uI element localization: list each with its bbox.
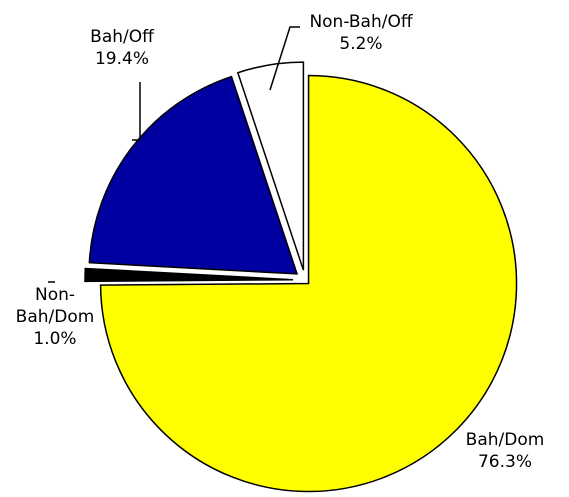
leader-line: [132, 82, 141, 141]
leader-line: [269, 26, 300, 91]
slice-label: Non-Bah/Dom: [16, 285, 95, 327]
pie-slice: [236, 61, 305, 271]
pie-slice: [84, 267, 294, 283]
value-label: 1.0%: [33, 329, 76, 349]
value-label: 19.4%: [95, 49, 149, 69]
slice-label: Bah/Off: [90, 27, 155, 47]
slice-label: Bah/Dom: [466, 430, 545, 450]
pie-slice: [99, 74, 518, 493]
value-label: 5.2%: [339, 34, 382, 54]
pie-slice: [88, 75, 299, 275]
value-label: 76.3%: [478, 452, 532, 472]
slice-label: Non-Bah/Off: [309, 12, 413, 32]
